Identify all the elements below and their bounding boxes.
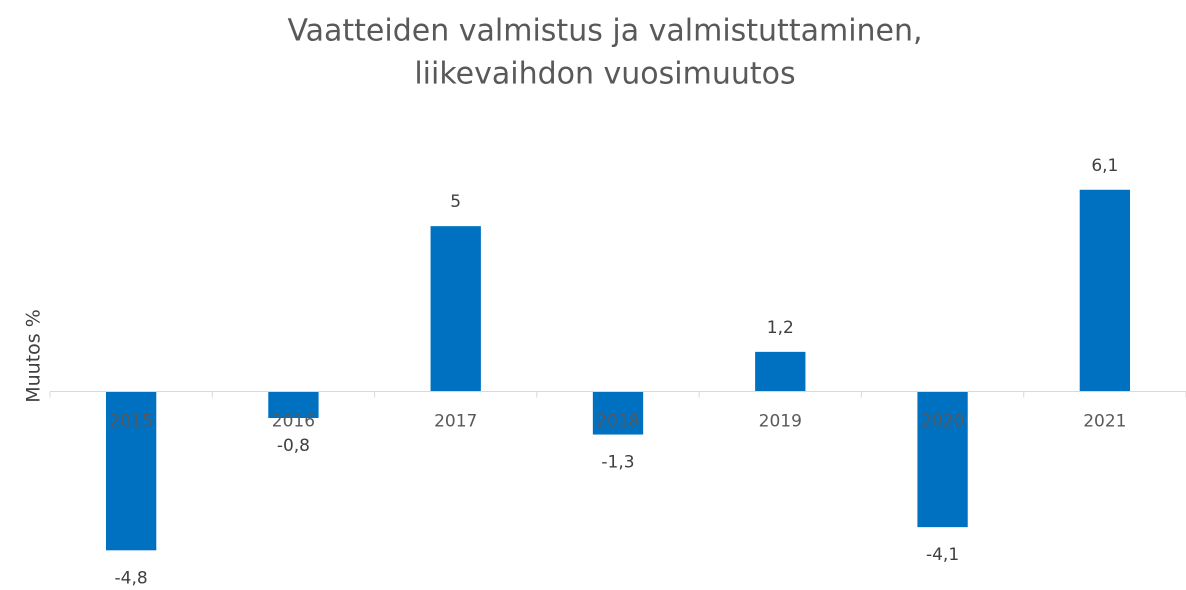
data-label: 1,2: [767, 318, 794, 338]
y-axis-label: Muutos %: [23, 309, 45, 403]
bar: [430, 226, 481, 392]
data-label: 6,1: [1091, 156, 1118, 176]
bar: [1079, 189, 1131, 392]
x-tick-label: 2017: [434, 412, 477, 432]
x-tick-label: 2021: [1083, 412, 1126, 432]
chart-title: Vaatteiden valmistus ja valmistuttaminen…: [287, 14, 922, 49]
x-tick-label: 2019: [759, 412, 802, 432]
bar: [917, 391, 968, 528]
bar: [755, 351, 806, 392]
x-tick-label: 2020: [921, 412, 964, 432]
data-label: -4,8: [115, 568, 148, 588]
bar: [592, 391, 644, 435]
data-label: -1,3: [601, 453, 634, 473]
chart-title: liikevaihdon vuosimuutos: [414, 57, 795, 92]
x-tick-label: 2015: [110, 412, 153, 432]
data-label: -4,1: [926, 545, 959, 565]
x-tick-label: 2016: [272, 412, 315, 432]
bar: [268, 391, 319, 418]
data-label: -0,8: [277, 436, 310, 456]
x-tick-label: 2018: [596, 412, 639, 432]
data-label: 5: [450, 192, 461, 212]
bar: [105, 391, 157, 551]
